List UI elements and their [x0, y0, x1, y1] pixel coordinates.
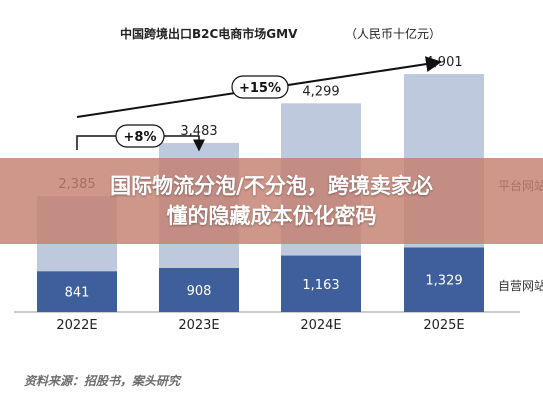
legend-self-operated: 自营网站: [498, 279, 543, 293]
segment-label-2025E: 1,329: [425, 274, 462, 289]
growth-label-8: +8%: [124, 130, 157, 145]
bar-self-operated-2024E: [281, 255, 361, 312]
segment-label-2022E: 841: [65, 286, 90, 301]
x-tick-label-2025E: 2025E: [423, 318, 464, 333]
banner-line-2: 懂的隐藏成本优化密码: [166, 204, 377, 228]
chart-unit: （人民币十亿元）: [345, 26, 441, 41]
total-label-2023E: 3,483: [180, 124, 217, 139]
total-label-2024E: 4,299: [302, 84, 339, 99]
segment-label-2023E: 908: [187, 284, 212, 299]
x-tick-label-2024E: 2024E: [300, 318, 341, 333]
source-note: 资料来源：招股书，案头研究: [24, 374, 181, 388]
bar-self-operated-2025E: [404, 247, 484, 312]
growth-badge-8: [115, 124, 165, 148]
x-tick-label-2022E: 2022E: [56, 318, 97, 333]
segment-label-2024E: 1,163: [302, 278, 339, 293]
growth-label-15: +15%: [239, 81, 281, 96]
x-tick-label-2023E: 2023E: [178, 318, 219, 333]
bar-self-operated-2023E: [159, 267, 239, 312]
article-title-banner[interactable]: 国际物流分泡/不分泡，跨境卖家必 懂的隐藏成本优化密码: [0, 158, 543, 244]
chart-title: 中国跨境出口B2C电商市场GMV: [120, 26, 298, 41]
banner-line-1: 国际物流分泡/不分泡，跨境卖家必: [110, 174, 433, 198]
growth-badge-15: [231, 75, 289, 99]
bar-self-operated-2022E: [37, 271, 117, 312]
